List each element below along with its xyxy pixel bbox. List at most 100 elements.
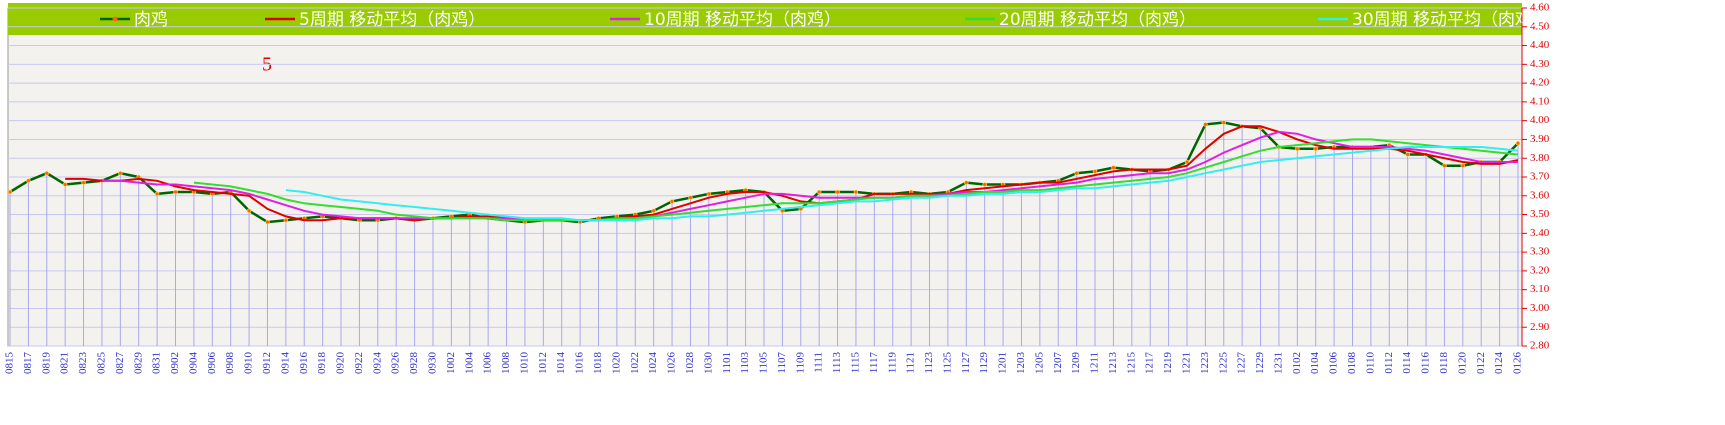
point bbox=[265, 219, 270, 225]
x-tick-label: 0102 bbox=[1291, 352, 1303, 374]
x-tick-label: 1117 bbox=[868, 352, 880, 374]
y-tick-label: 4.60 bbox=[1530, 2, 1550, 14]
point bbox=[62, 182, 68, 187]
y-tick-label: 3.30 bbox=[1530, 246, 1550, 258]
x-tick-label: 0106 bbox=[1328, 352, 1340, 375]
point bbox=[154, 191, 160, 197]
x-tick-label: 0914 bbox=[279, 352, 291, 375]
point bbox=[1295, 146, 1300, 152]
point bbox=[651, 208, 656, 214]
point bbox=[1221, 120, 1227, 125]
legend-label: 30周期 移动平均（肉鸡） bbox=[1352, 10, 1549, 30]
point bbox=[7, 189, 13, 195]
legend-item: 5周期 移动平均（肉鸡） bbox=[265, 10, 485, 30]
point bbox=[1184, 159, 1190, 165]
x-tick-label: 1010 bbox=[518, 352, 530, 375]
x-tick-label: 0821 bbox=[59, 352, 71, 374]
x-tick-label: 0823 bbox=[77, 352, 89, 375]
x-tick-label: 0920 bbox=[335, 352, 347, 375]
x-tick-label: 1018 bbox=[592, 352, 604, 375]
x-tick-label: 1008 bbox=[500, 352, 512, 375]
y-tick-label: 3.80 bbox=[1530, 152, 1550, 164]
point bbox=[246, 208, 252, 214]
x-tick-label: 0924 bbox=[371, 352, 383, 375]
legend-item: 10周期 移动平均（肉鸡） bbox=[610, 10, 841, 30]
point bbox=[1405, 152, 1410, 157]
x-tick-label: 1217 bbox=[1144, 352, 1156, 375]
x-tick-label: 1103 bbox=[739, 352, 751, 374]
point bbox=[669, 199, 675, 204]
x-tick-label: 0110 bbox=[1364, 352, 1376, 374]
legend-item: 肉鸡 bbox=[100, 10, 168, 30]
x-tick-label: 0922 bbox=[353, 352, 365, 374]
x-tick-label: 0112 bbox=[1383, 352, 1395, 374]
y-tick-label: 3.20 bbox=[1530, 264, 1550, 276]
legend-label: 肉鸡 bbox=[134, 10, 168, 30]
x-tick-label: 1129 bbox=[978, 352, 990, 374]
x-tick-label: 0829 bbox=[132, 352, 144, 375]
y-tick-label: 2.80 bbox=[1530, 340, 1550, 352]
x-tick-label: 0918 bbox=[316, 352, 328, 375]
x-tick-label: 1107 bbox=[776, 352, 788, 374]
x-tick-label: 0910 bbox=[243, 352, 255, 375]
x-tick-label: 1221 bbox=[1181, 352, 1193, 374]
point bbox=[1515, 140, 1521, 146]
x-tick-label: 0902 bbox=[169, 352, 181, 374]
point bbox=[118, 170, 123, 176]
x-tick-label: 1026 bbox=[666, 352, 678, 375]
x-tick-label: 1207 bbox=[1052, 352, 1064, 375]
x-tick-label: 0104 bbox=[1309, 352, 1321, 375]
y-tick-label: 3.60 bbox=[1530, 189, 1550, 201]
y-tick-label: 2.90 bbox=[1530, 321, 1550, 333]
x-tick-label: 1115 bbox=[849, 352, 861, 374]
point bbox=[283, 217, 289, 223]
x-tick-label: 0118 bbox=[1438, 352, 1450, 374]
x-tick-label: 1225 bbox=[1217, 352, 1229, 375]
point bbox=[1092, 169, 1098, 174]
y-tick-label: 3.90 bbox=[1530, 133, 1550, 145]
point bbox=[1313, 146, 1318, 152]
x-tick-label: 1215 bbox=[1125, 352, 1137, 375]
x-tick-label: 0827 bbox=[114, 352, 126, 375]
x-tick-label: 1127 bbox=[960, 352, 972, 374]
x-tick-label: 1203 bbox=[1015, 351, 1027, 374]
point bbox=[1203, 122, 1208, 127]
y-tick-label: 3.00 bbox=[1530, 302, 1550, 314]
point bbox=[982, 182, 987, 187]
x-tick-label: 1004 bbox=[463, 352, 475, 375]
x-tick-label: 0926 bbox=[390, 352, 402, 375]
x-tick-label: 1101 bbox=[721, 352, 733, 374]
point bbox=[1111, 165, 1116, 170]
y-tick-label: 4.30 bbox=[1530, 58, 1550, 70]
point bbox=[26, 178, 31, 184]
legend-item: 30周期 移动平均（肉鸡） bbox=[1318, 10, 1549, 30]
x-tick-label: 1022 bbox=[629, 352, 641, 374]
x-tick-label: 0114 bbox=[1401, 352, 1413, 374]
x-tick-label: 1020 bbox=[610, 352, 622, 375]
legend-label: 10周期 移动平均（肉鸡） bbox=[644, 10, 841, 30]
point bbox=[688, 195, 693, 200]
series-line bbox=[65, 125, 1519, 222]
x-tick-label: 1229 bbox=[1254, 352, 1266, 375]
x-tick-label: 1121 bbox=[905, 352, 917, 374]
y-tick-label: 4.10 bbox=[1530, 95, 1550, 107]
point bbox=[173, 189, 178, 195]
point bbox=[964, 180, 969, 185]
x-tick-label: 0916 bbox=[298, 352, 310, 375]
point bbox=[44, 170, 50, 176]
x-tick-label: 1231 bbox=[1272, 352, 1284, 374]
x-tick-label: 1111 bbox=[813, 352, 825, 373]
x-tick-label: 1211 bbox=[1089, 352, 1101, 374]
point bbox=[1074, 170, 1079, 176]
x-tick-label: 1119 bbox=[886, 352, 898, 374]
x-tick-label: 0108 bbox=[1346, 352, 1358, 375]
x-tick-label: 1002 bbox=[445, 352, 457, 374]
x-tick-label: 0120 bbox=[1456, 352, 1468, 375]
point bbox=[1442, 163, 1447, 168]
x-tick-label: 0819 bbox=[40, 352, 52, 375]
x-tick-label: 0126 bbox=[1512, 352, 1524, 375]
x-tick-label: 0122 bbox=[1475, 352, 1487, 374]
legend-label: 5周期 移动平均（肉鸡） bbox=[299, 10, 485, 30]
x-tick-label: 0124 bbox=[1493, 352, 1505, 375]
series-line bbox=[102, 130, 1518, 222]
